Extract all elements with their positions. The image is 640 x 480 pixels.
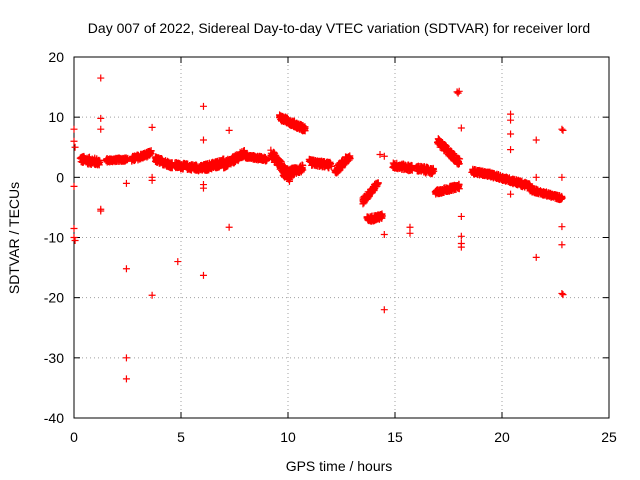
y-tick-label: -30: [44, 350, 64, 366]
data-point: [374, 179, 382, 187]
y-tick-label: -40: [44, 410, 64, 426]
y-tick-label: 10: [48, 109, 64, 125]
data-point: [225, 126, 233, 134]
data-point: [455, 185, 463, 193]
data-point: [558, 195, 566, 203]
y-tick-label: 20: [48, 49, 64, 65]
data-point: [122, 354, 130, 362]
data-point: [559, 126, 567, 134]
data-point: [148, 176, 156, 184]
y-tick-label: -20: [44, 290, 64, 306]
x-tick-label: 25: [601, 429, 617, 445]
data-point: [199, 102, 207, 110]
data-point: [380, 152, 388, 160]
data-point: [457, 212, 465, 220]
data-point: [326, 160, 334, 168]
data-point: [96, 157, 104, 165]
data-point: [558, 289, 566, 297]
data-point: [376, 150, 384, 158]
x-tick-label: 10: [280, 429, 296, 445]
data-point: [301, 127, 309, 135]
data-point: [406, 223, 414, 231]
data-point: [97, 125, 105, 133]
x-tick-label: 20: [494, 429, 510, 445]
data-point: [532, 173, 540, 181]
data-point: [148, 123, 156, 131]
data-point: [455, 160, 463, 168]
data-point: [174, 258, 182, 266]
data-point: [378, 210, 386, 218]
data-point: [71, 237, 79, 245]
x-axis-label: GPS time / hours: [286, 458, 393, 474]
data-point: [406, 229, 414, 237]
data-point: [507, 110, 515, 118]
y-axis-label: SDTVAR / TECUs: [6, 182, 22, 294]
data-point: [532, 136, 540, 144]
data-point: [70, 182, 78, 190]
axis-ticks: 0 5 10 15 20 25 -40 -30 -20 -10 0 10 20: [44, 49, 617, 445]
data-point: [148, 291, 156, 299]
data-point: [225, 223, 233, 231]
data-point: [507, 130, 515, 138]
data-point: [70, 125, 78, 133]
data-point: [457, 232, 465, 240]
data-point: [558, 223, 566, 231]
data-point: [199, 136, 207, 144]
data-point: [71, 143, 79, 151]
data-point: [532, 253, 540, 261]
data-point: [122, 375, 130, 383]
x-tick-label: 5: [177, 429, 185, 445]
data-point: [558, 173, 566, 181]
data-point: [455, 87, 463, 95]
data-point: [147, 149, 155, 157]
data-point: [380, 306, 388, 314]
data-point: [97, 207, 105, 215]
data-point: [457, 243, 465, 251]
data-point: [457, 124, 465, 132]
data-point: [558, 194, 566, 202]
data-point: [454, 89, 462, 97]
x-tick-label: 15: [387, 429, 403, 445]
y-tick-label: -10: [44, 230, 64, 246]
dense-data-bands: [76, 111, 566, 225]
data-point: [122, 179, 130, 187]
data-point: [507, 190, 515, 198]
data-point: [450, 150, 458, 158]
chart-title: Day 007 of 2022, Sidereal Day-to-day VTE…: [88, 20, 590, 36]
data-point: [263, 156, 271, 164]
data-point: [199, 184, 207, 192]
data-point: [97, 114, 105, 122]
data-point: [559, 291, 567, 299]
data-point: [262, 157, 270, 165]
data-point: [199, 271, 207, 279]
data-point: [70, 234, 78, 241]
x-tick-label: 0: [70, 429, 78, 445]
data-point: [70, 224, 78, 232]
data-point: [70, 137, 78, 145]
data-point: [507, 116, 515, 124]
data-point: [380, 230, 388, 238]
data-point: [558, 125, 566, 133]
data-points: [70, 74, 567, 383]
data-point: [430, 167, 438, 175]
data-point: [97, 74, 105, 82]
data-point: [507, 146, 515, 154]
grid-lines: [74, 57, 609, 418]
y-tick-label: 0: [56, 169, 64, 185]
data-point: [558, 241, 566, 249]
data-point: [122, 265, 130, 273]
data-point: [346, 155, 354, 163]
data-point: [299, 166, 307, 174]
